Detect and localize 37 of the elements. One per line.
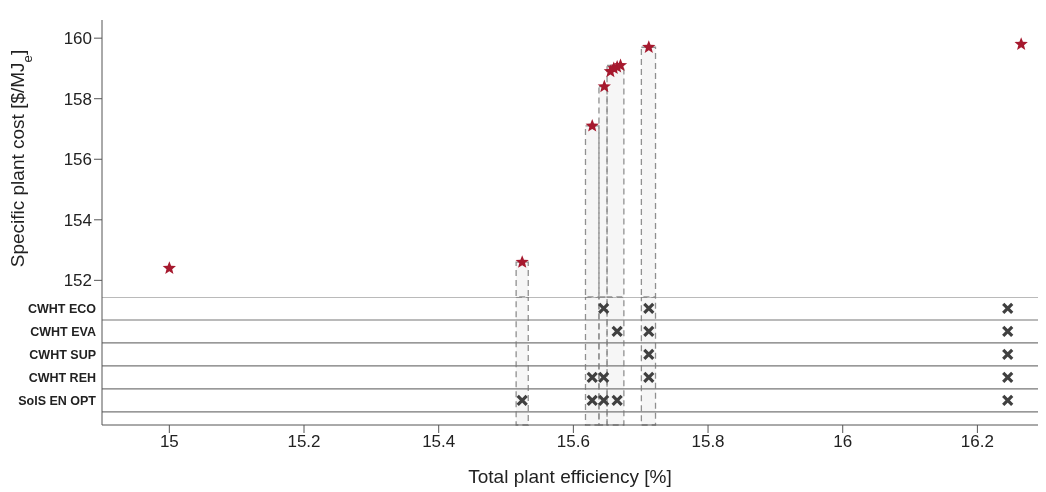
y-tick-label: 158 [63,89,92,109]
x-tick-label: 15.4 [422,432,456,452]
point [1001,371,1014,384]
point [1014,37,1028,50]
point [642,348,655,361]
point [642,302,655,315]
x-tick-label: 15 [159,432,179,452]
x-tick-label: 16.2 [960,432,994,452]
point [642,325,655,338]
x-tick-label: 15.6 [556,432,590,452]
point [1001,394,1014,407]
point [597,79,611,93]
x-axis-title: Total plant efficiency [%] [468,466,672,487]
point [597,302,610,315]
point [516,394,529,407]
y-tick-label: CWHT SUP [29,347,96,362]
point [515,255,529,268]
point [613,58,628,72]
point [162,261,176,274]
x-tick-label: 15.2 [287,432,321,452]
y-tick-label: 156 [63,150,92,170]
y-tick-label: CWHT EVA [30,324,96,339]
y-tick-label: 154 [63,210,92,230]
y-tick-label: SolS EN OPT [18,393,97,408]
point [642,371,655,384]
x-tick-label: 16 [833,432,853,452]
y-tick-label: CWHT REH [28,370,96,385]
point [611,325,624,338]
point [585,118,599,132]
point [1001,325,1014,338]
point [1001,348,1014,361]
y-tick-label: 160 [63,29,92,49]
y-tick-label: 152 [63,271,92,291]
point [642,40,656,53]
x-tick-label: 15.8 [691,432,725,452]
point [1001,302,1014,315]
y-tick-label: CWHT ECO [27,301,97,316]
